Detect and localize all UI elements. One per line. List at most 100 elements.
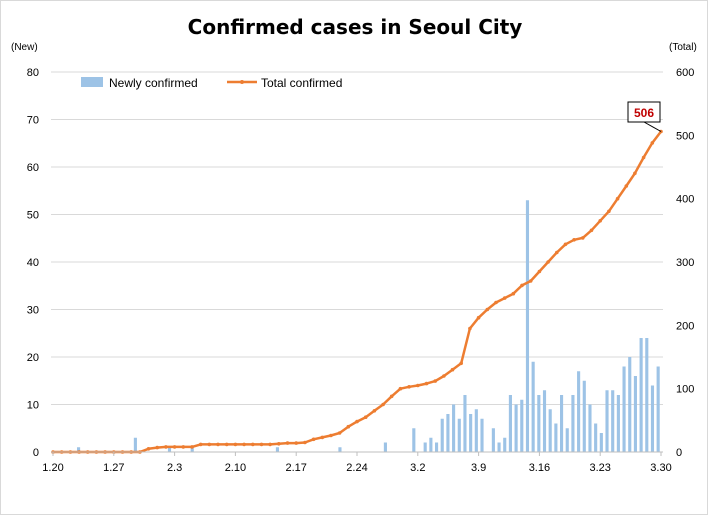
point-total-confirmed [555, 250, 559, 255]
x-tick-label: 3.30 [650, 462, 671, 474]
gridlines [51, 71, 663, 405]
bar-newly-confirmed [463, 395, 467, 452]
bar-newly-confirmed [508, 395, 512, 452]
left-axis-ticks: 0 10 20 30 40 50 60 70 80 [27, 67, 39, 459]
point-total-confirmed [329, 433, 333, 438]
point-total-confirmed [624, 184, 629, 188]
right-tick-label: 600 [676, 67, 694, 79]
point-total-confirmed [320, 435, 325, 440]
bar-newly-confirmed [412, 428, 416, 452]
right-tick-label: 400 [676, 194, 694, 206]
x-tick-label: 3.23 [589, 462, 610, 474]
point-total-confirmed [615, 196, 620, 201]
value-callout: 506 [627, 101, 662, 132]
bar-newly-confirmed [542, 390, 547, 452]
bar-newly-confirmed [582, 380, 586, 452]
x-axis-ticks: 1.20 1.27 2.3 2.10 2.17 2.24 3.2 3.9 3.16 3.23 3.3… [42, 452, 672, 474]
point-total-confirmed [494, 300, 498, 305]
bar-newly-confirmed [639, 338, 643, 452]
bar-newly-confirmed [338, 447, 342, 452]
left-tick-label: 20 [27, 352, 39, 364]
point-total-confirmed [216, 442, 220, 447]
point-total-confirmed [598, 219, 602, 223]
left-tick-label: 50 [27, 210, 39, 222]
left-tick-label: 80 [27, 67, 39, 79]
bar-newly-confirmed [599, 433, 603, 452]
bar-series-newly-confirmed [77, 200, 660, 452]
bar-newly-confirmed [383, 442, 387, 452]
point-total-confirmed [164, 445, 168, 449]
bar-newly-confirmed [474, 409, 478, 452]
point-total-confirmed [589, 228, 594, 233]
point-total-confirmed [442, 374, 446, 378]
point-total-confirmed [433, 379, 438, 383]
point-total-confirmed [546, 260, 550, 264]
bar-newly-confirmed [423, 442, 427, 452]
bar-newly-confirmed [457, 418, 461, 452]
point-total-confirmed [650, 141, 655, 145]
legend-marker-total-confirmed [240, 80, 244, 84]
point-total-confirmed [242, 442, 246, 447]
point-total-confirmed [251, 442, 255, 447]
x-tick-label: 1.27 [103, 462, 124, 474]
right-tick-label: 300 [676, 257, 694, 269]
point-total-confirmed [476, 315, 481, 320]
point-total-confirmed [459, 361, 464, 366]
legend: Newly confirmed Total confirmed [81, 76, 342, 90]
bar-newly-confirmed [571, 395, 575, 452]
point-total-confirmed [572, 238, 576, 242]
x-tick-label: 2.3 [167, 462, 182, 474]
x-tick-label: 3.9 [471, 462, 486, 474]
bar-newly-confirmed [491, 428, 495, 452]
left-tick-label: 40 [27, 257, 39, 269]
callout-label: 506 [634, 106, 654, 120]
right-tick-label: 500 [676, 130, 694, 142]
point-total-confirmed [537, 269, 542, 274]
point-total-confirmed [450, 367, 455, 372]
point-total-confirmed [416, 383, 420, 388]
point-total-confirmed [172, 445, 177, 449]
x-tick-label: 2.10 [225, 462, 246, 474]
left-tick-label: 70 [27, 115, 39, 127]
point-total-confirmed [485, 307, 490, 312]
bar-newly-confirmed [446, 414, 450, 452]
bar-newly-confirmed [594, 423, 598, 452]
bar-newly-confirmed [440, 418, 444, 452]
point-total-confirmed [294, 441, 299, 445]
bar-newly-confirmed [429, 437, 433, 452]
point-total-confirmed [198, 442, 203, 447]
point-total-confirmed [285, 441, 290, 445]
bar-newly-confirmed [559, 395, 564, 452]
bar-newly-confirmed [525, 200, 530, 452]
right-tick-label: 0 [676, 447, 682, 459]
point-total-confirmed [224, 442, 229, 447]
left-tick-label: 0 [33, 447, 39, 459]
point-total-confirmed [528, 279, 533, 283]
bar-newly-confirmed [514, 404, 518, 452]
bar-newly-confirmed [503, 437, 507, 452]
point-total-confirmed [311, 437, 316, 442]
series-line-total-confirmed [53, 130, 662, 454]
point-total-confirmed [233, 442, 238, 447]
bar-newly-confirmed [622, 366, 626, 452]
point-total-confirmed [277, 442, 281, 446]
point-total-confirmed [511, 291, 516, 296]
point-total-confirmed [398, 386, 403, 391]
bar-newly-confirmed [275, 447, 280, 452]
point-total-confirmed [207, 442, 212, 447]
bar-newly-confirmed [611, 390, 615, 452]
legend-label-newly-confirmed: Newly confirmed [109, 76, 198, 90]
bar-newly-confirmed [434, 442, 439, 452]
bar-newly-confirmed [452, 404, 456, 452]
right-axis-unit: (Total) [669, 42, 697, 53]
bar-newly-confirmed [616, 395, 620, 452]
point-total-confirmed [520, 283, 524, 288]
point-total-confirmed [607, 209, 611, 214]
point-total-confirmed [155, 445, 159, 450]
point-total-confirmed [259, 442, 264, 447]
line-series-total-confirmed [51, 129, 663, 454]
callout-box [627, 101, 661, 123]
point-total-confirmed [268, 442, 272, 447]
point-total-confirmed [407, 385, 411, 389]
